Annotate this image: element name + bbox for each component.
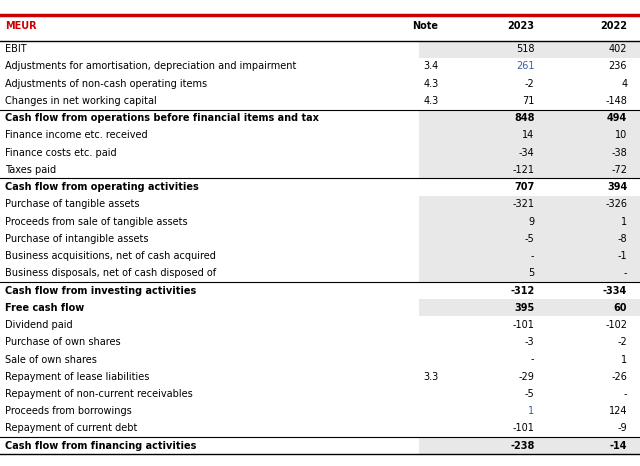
Text: 5: 5 [528,268,534,278]
Text: 2023: 2023 [508,21,534,31]
Text: -38: -38 [611,148,627,158]
Text: Business disposals, net of cash disposed of: Business disposals, net of cash disposed… [5,268,216,278]
Text: 848: 848 [514,113,534,123]
Text: Finance costs etc. paid: Finance costs etc. paid [5,148,116,158]
Text: -101: -101 [513,320,534,330]
Text: -: - [624,389,627,399]
Text: -5: -5 [525,234,534,244]
Text: 9: 9 [528,217,534,226]
Text: -72: -72 [611,165,627,175]
Text: 3.3: 3.3 [423,372,438,382]
Bar [419,144,640,161]
Text: 1: 1 [528,406,534,416]
Text: -326: -326 [605,199,627,209]
Text: -148: -148 [605,96,627,106]
Text: Taxes paid: Taxes paid [5,165,56,175]
Text: Repayment of non-current receivables: Repayment of non-current receivables [5,389,193,399]
Text: 3.4: 3.4 [423,62,438,71]
Text: -238: -238 [510,441,534,451]
Text: -3: -3 [525,337,534,347]
Text: -2: -2 [618,337,627,347]
Text: Business acquisitions, net of cash acquired: Business acquisitions, net of cash acqui… [5,251,216,261]
Text: 71: 71 [522,96,534,106]
Text: Purchase of own shares: Purchase of own shares [5,337,121,347]
Bar [419,437,640,454]
Text: Repayment of current debt: Repayment of current debt [5,424,138,433]
Text: 1: 1 [621,355,627,364]
Text: Cash flow from operating activities: Cash flow from operating activities [5,182,199,192]
Text: -14: -14 [610,441,627,451]
Bar [419,230,640,247]
Text: Purchase of intangible assets: Purchase of intangible assets [5,234,148,244]
Text: Proceeds from borrowings: Proceeds from borrowings [5,406,132,416]
Text: 402: 402 [609,44,627,54]
Text: 236: 236 [609,62,627,71]
Text: -: - [531,251,534,261]
Text: -: - [624,268,627,278]
Text: -29: -29 [518,372,534,382]
Text: -5: -5 [525,389,534,399]
Bar [419,161,640,178]
Text: 60: 60 [614,303,627,313]
Text: 261: 261 [516,62,534,71]
Text: Finance income etc. received: Finance income etc. received [5,130,148,140]
Text: 10: 10 [615,130,627,140]
Text: 4.3: 4.3 [423,96,438,106]
Text: 124: 124 [609,406,627,416]
Text: -8: -8 [618,234,627,244]
Text: EBIT: EBIT [5,44,27,54]
Bar [419,247,640,265]
Bar [419,213,640,230]
Bar [419,196,640,213]
Text: 518: 518 [516,44,534,54]
Text: 1: 1 [621,217,627,226]
Text: 494: 494 [607,113,627,123]
Text: Changes in net working capital: Changes in net working capital [5,96,157,106]
Text: Adjustments for amortisation, depreciation and impairment: Adjustments for amortisation, depreciati… [5,62,296,71]
Text: 4.3: 4.3 [423,79,438,89]
Bar [419,265,640,282]
Text: -1: -1 [618,251,627,261]
Text: -102: -102 [605,320,627,330]
Text: 395: 395 [514,303,534,313]
Text: -312: -312 [510,286,534,295]
Text: MEUR: MEUR [5,21,36,31]
Text: Dividend paid: Dividend paid [5,320,73,330]
Text: -321: -321 [513,199,534,209]
Text: 394: 394 [607,182,627,192]
Text: -101: -101 [513,424,534,433]
Text: -121: -121 [513,165,534,175]
Bar [419,299,640,316]
Text: Adjustments of non-cash operating items: Adjustments of non-cash operating items [5,79,207,89]
Text: -334: -334 [603,286,627,295]
Text: 4: 4 [621,79,627,89]
Text: Cash flow from operations before financial items and tax: Cash flow from operations before financi… [5,113,319,123]
Text: Purchase of tangible assets: Purchase of tangible assets [5,199,140,209]
Text: Proceeds from sale of tangible assets: Proceeds from sale of tangible assets [5,217,188,226]
Text: Cash flow from investing activities: Cash flow from investing activities [5,286,196,295]
Text: Free cash flow: Free cash flow [5,303,84,313]
Text: 707: 707 [514,182,534,192]
Text: Cash flow from financing activities: Cash flow from financing activities [5,441,196,451]
Bar [419,127,640,144]
Bar [419,110,640,127]
Text: Repayment of lease liabilities: Repayment of lease liabilities [5,372,150,382]
Text: -34: -34 [518,148,534,158]
Text: Note: Note [412,21,438,31]
Bar [419,41,640,58]
Text: 2022: 2022 [600,21,627,31]
Text: -9: -9 [618,424,627,433]
Text: -26: -26 [611,372,627,382]
Text: -2: -2 [525,79,534,89]
Text: Sale of own shares: Sale of own shares [5,355,97,364]
Text: -: - [531,355,534,364]
Text: 14: 14 [522,130,534,140]
